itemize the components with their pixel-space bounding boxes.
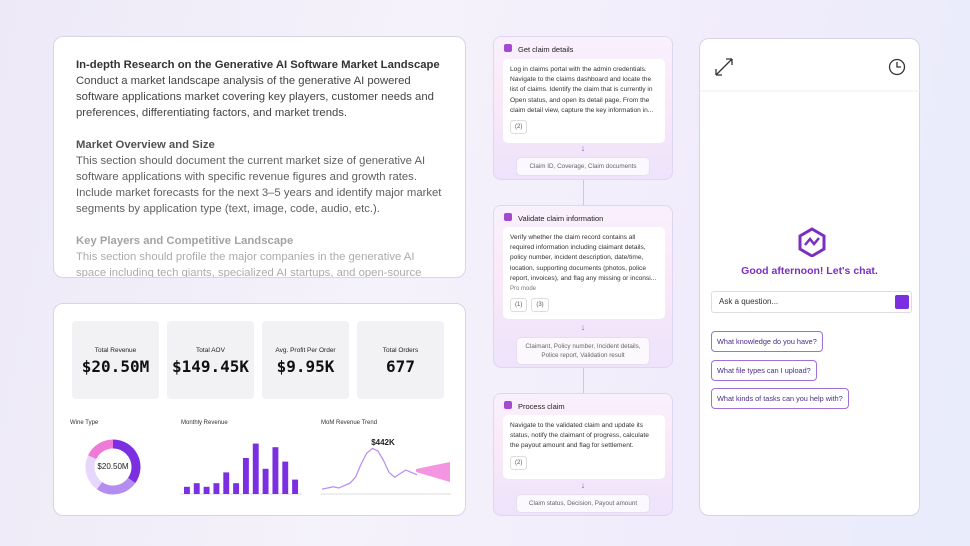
prompt-box: Navigate to the validated claim and upda… (503, 415, 665, 479)
step-icon (504, 401, 512, 409)
bar (183, 486, 190, 494)
kpi-value: $149.45K (171, 357, 250, 376)
kpi-label: Total AOV (196, 347, 225, 354)
trend-line (321, 447, 418, 490)
arrow: ↓ (580, 143, 586, 153)
bar (272, 447, 279, 494)
bar (242, 458, 249, 494)
step-title: Get claim details (518, 45, 574, 54)
suggestion[interactable]: What kinds of tasks can you help with? (711, 388, 849, 409)
donut-segment (112, 439, 141, 484)
donut-segment (96, 477, 136, 495)
prompt-text: Navigate to the validated claim and upda… (510, 422, 649, 450)
kpi-label: Avg. Profit Per Order (275, 347, 336, 354)
connector (583, 180, 584, 205)
bar (292, 479, 299, 494)
kpi-value: $9.95K (276, 357, 335, 376)
mode: Pro mode (510, 286, 537, 293)
arrow: ↓ (580, 322, 586, 332)
chart-title: Monthly Revenue (181, 420, 228, 426)
prompt-text: Log in claims portal with the admin cred… (510, 66, 654, 114)
dashboard-panel: Total Revenue $20.50M Total AOV $149.45K A… (53, 303, 466, 516)
kpi-value: $20.50M (81, 357, 150, 376)
outputs: Claimant, Policy number, Incident detail… (516, 337, 650, 365)
step-icon (504, 44, 512, 52)
donut-segment (88, 439, 114, 460)
workflow-step: Get claim details Log in claims portal w… (493, 36, 673, 180)
outputs: Claim status, Decision, Payout amount (516, 494, 650, 513)
chat-toolbar (700, 58, 921, 92)
chat-panel: Good afternoon! Let's chat. Ask a questi… (699, 38, 921, 516)
suggestion[interactable]: What file types can I upload? (711, 360, 817, 381)
research-title: In-depth Research on the Generative AI S… (76, 59, 440, 71)
donut-center-label: $20.50M (97, 462, 128, 471)
section-body: This section should profile the major co… (76, 251, 422, 278)
prompt-text: Verify whether the claim record contains… (510, 234, 657, 282)
donut-segment (85, 455, 103, 490)
section: Key Players and Competitive Landscape Th… (76, 233, 443, 278)
outputs: Claim ID, Coverage, Claim documents (516, 157, 650, 176)
connector (583, 368, 584, 393)
bar (223, 472, 230, 494)
bar (213, 483, 220, 494)
suggestion[interactable]: What knowledge do you have? (711, 331, 823, 352)
greeting: Good afternoon! Let's chat. (741, 265, 878, 277)
kpi-label: Total Orders (382, 347, 419, 354)
kpi-card: Avg. Profit Per Order $9.95K (262, 321, 349, 399)
step-title: Validate claim information (518, 214, 604, 223)
tag-chip[interactable]: (2) (510, 455, 528, 470)
kpi-card: Total Orders 677 (357, 321, 444, 399)
input-placeholder: Ask a question... (719, 297, 779, 306)
section: Market Overview and Size This section sh… (76, 137, 443, 217)
research-panel: In-depth Research on the Generative AI S… (53, 36, 466, 278)
kpi-value: 677 (386, 357, 415, 376)
send-button[interactable] (895, 295, 909, 309)
tag-chip[interactable]: (3) (531, 298, 549, 313)
mini-charts: Wine Type $20.50M Monthly Revenue MoM Re… (70, 420, 451, 495)
expand-icon[interactable] (715, 58, 733, 76)
chat-input[interactable]: Ask a question... (711, 291, 912, 313)
kpi-label: Total Revenue (94, 347, 137, 354)
bar (203, 486, 210, 494)
trend-annotation: $442K (371, 438, 395, 447)
prompt-box: Verify whether the claim record contains… (503, 227, 665, 319)
logo (798, 227, 826, 257)
forecast-band (416, 462, 450, 482)
bar (282, 461, 289, 494)
bar (252, 443, 259, 494)
arrow: ↓ (580, 480, 586, 490)
section-heading: Key Players and Competitive Landscape (76, 235, 294, 247)
bar (193, 483, 200, 494)
workflow-step: Validate claim information Verify whethe… (493, 205, 673, 368)
kpi-card: Total AOV $149.45K (167, 321, 254, 399)
tag-chip[interactable]: (1) (510, 298, 528, 313)
bar (233, 483, 240, 494)
workflow-step: Process claim Navigate to the validated … (493, 393, 673, 516)
section-body: This section should document the current… (76, 155, 442, 215)
step-icon (504, 213, 512, 221)
section-heading: Market Overview and Size (76, 139, 215, 151)
chart-title: Wine Type (70, 420, 99, 426)
tag-chip[interactable]: (2) (510, 120, 528, 135)
history-icon[interactable] (888, 58, 906, 76)
step-title: Process claim (518, 402, 565, 411)
prompt-box: Log in claims portal with the admin cred… (503, 59, 665, 143)
research-intro: Conduct a market landscape analysis of t… (76, 75, 434, 119)
kpi-card: Total Revenue $20.50M (72, 321, 159, 399)
chart-title: MoM Revenue Trend (321, 420, 377, 426)
bar (262, 468, 269, 494)
